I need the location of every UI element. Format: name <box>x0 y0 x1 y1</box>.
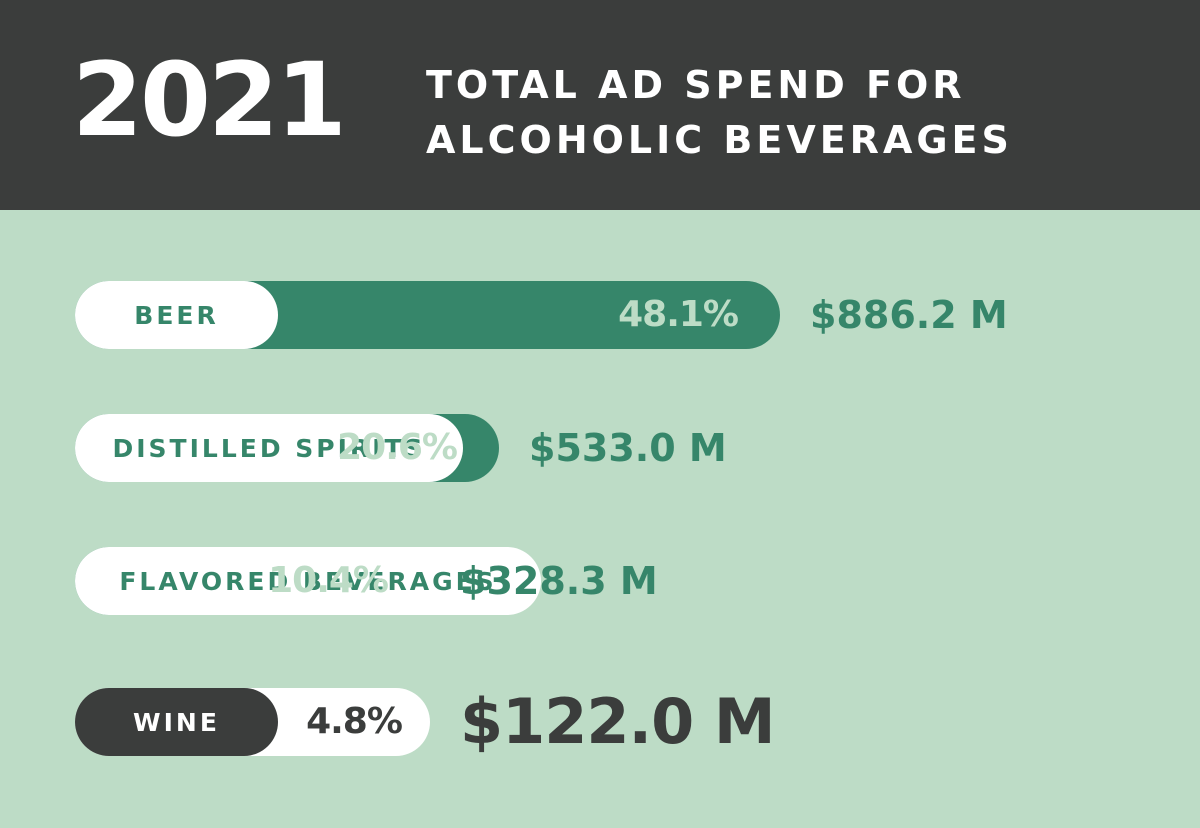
header-banner: 2021 TOTAL AD SPEND FOR ALCOHOLIC BEVERA… <box>0 0 1200 210</box>
year-heading: 2021 <box>72 41 347 160</box>
title-line-1: TOTAL AD SPEND FOR <box>426 63 966 107</box>
amount-label-flavored-beverages: $328.3 M <box>460 559 658 603</box>
title-line-2: ALCOHOLIC BEVERAGES <box>426 118 1013 162</box>
percent-label-beer: 48.1% <box>618 294 739 335</box>
category-label-distilled-spirits: DISTILLED SPIRITS <box>75 414 463 482</box>
percent-label-flavored-beverages: 10.4% <box>268 560 389 601</box>
amount-label-distilled-spirits: $533.0 M <box>529 426 727 470</box>
amount-label-wine: $122.0 M <box>460 685 776 758</box>
category-label-beer: BEER <box>75 281 278 349</box>
amount-label-beer: $886.2 M <box>810 293 1008 337</box>
category-label-wine: WINE <box>75 688 278 756</box>
category-label-flavored-beverages: FLAVORED BEVERAGES <box>75 547 541 615</box>
percent-label-distilled-spirits: 20.6% <box>337 427 458 468</box>
percent-label-wine: 4.8% <box>306 701 403 742</box>
